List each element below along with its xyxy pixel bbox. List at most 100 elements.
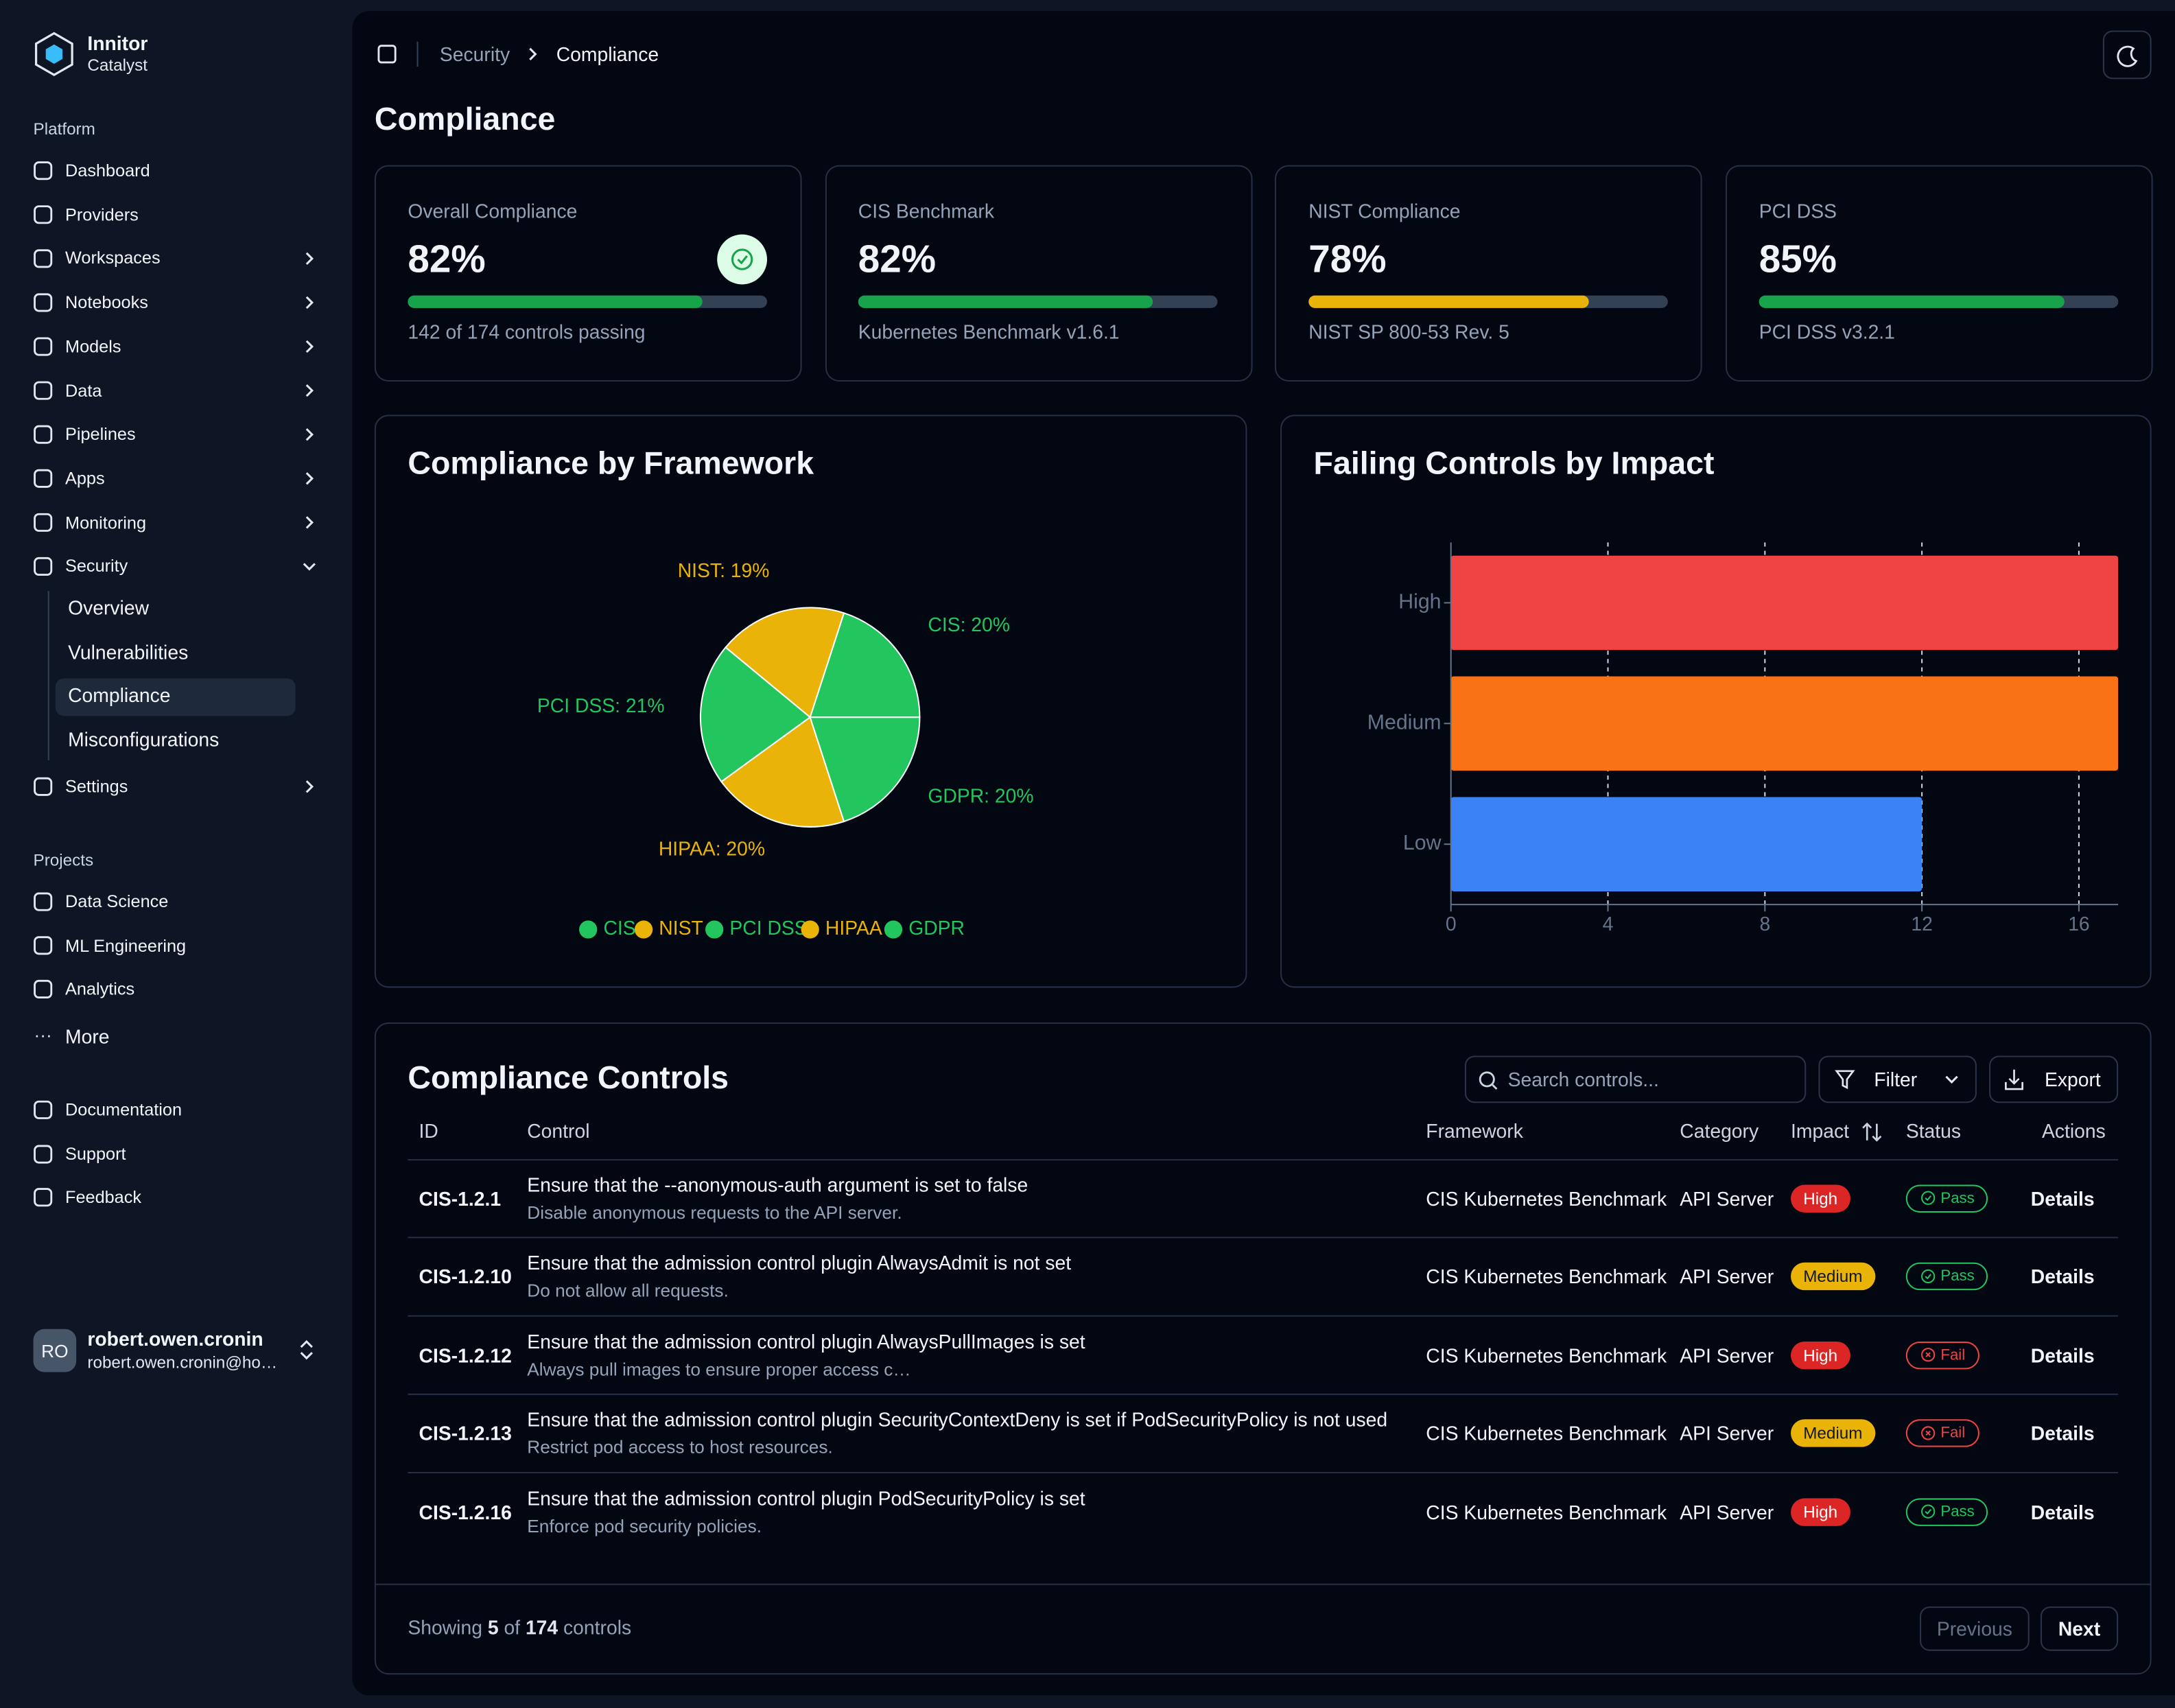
logo-core (45, 44, 62, 64)
user-name[interactable]: robert.owen.cronin (87, 1327, 263, 1350)
status-badge: Fail (1905, 1340, 1979, 1369)
footer-link[interactable]: Support (65, 1144, 126, 1165)
stat-note: 142 of 174 controls passing (408, 320, 646, 343)
status-badge: Pass (1905, 1497, 1989, 1525)
control-description: Always pull images to ensure proper acce… (527, 1358, 911, 1379)
nav-icon (34, 249, 53, 268)
next-button[interactable] (2040, 1606, 2119, 1651)
details-link[interactable]: Details (2030, 1186, 2095, 1209)
control-name: Ensure that the admission control plugin… (527, 1329, 1085, 1353)
status-badge: Pass (1905, 1262, 1989, 1291)
control-id: CIS-1.2.12 (419, 1344, 512, 1366)
nav-icon (34, 777, 53, 796)
sub-nav-item[interactable]: Vulnerabilities (68, 640, 189, 663)
nav-item[interactable]: Dashboard (65, 161, 150, 180)
column-header[interactable]: Impact (1791, 1119, 1849, 1142)
stat-value: 78% (1308, 237, 1387, 281)
nav-icon (34, 293, 53, 312)
chevron (305, 780, 314, 793)
nav-item[interactable]: Settings (65, 777, 128, 797)
nav-icon (34, 1188, 53, 1207)
stat-value: 85% (1759, 237, 1837, 281)
impact-badge: High (1791, 1184, 1850, 1212)
footer-text: 174 (525, 1616, 559, 1639)
details-link[interactable]: Details (2030, 1422, 2095, 1444)
column-header: Actions (2041, 1119, 2106, 1142)
impact-badge: High (1791, 1497, 1850, 1525)
sub-nav-item[interactable]: Compliance (68, 684, 171, 707)
nav-item[interactable]: Notebooks (65, 292, 148, 313)
sub-nav-item[interactable]: Overview (68, 596, 150, 619)
control-description: Restrict pod access to host resources. (527, 1436, 833, 1458)
stat-card (1726, 165, 2153, 382)
breadcrumb-current: Compliance (556, 43, 659, 66)
footer-text: 5 (487, 1616, 499, 1639)
project-item[interactable]: Data Science (65, 891, 169, 912)
nav-item[interactable]: Pipelines (65, 425, 136, 445)
nav-icon (34, 1100, 53, 1119)
theme-toggle[interactable] (2102, 30, 2152, 80)
nav-icon (34, 979, 53, 999)
nav-item[interactable]: Data (65, 380, 102, 401)
logo (34, 32, 73, 77)
footer-text: of (504, 1616, 521, 1639)
next-label[interactable]: Next (2058, 1617, 2101, 1640)
stat-note: Kubernetes Benchmark v1.6.1 (858, 320, 1120, 343)
search-placeholder: Search controls... (1507, 1068, 1659, 1091)
footer-text: controls (563, 1616, 632, 1639)
category: API Server (1680, 1422, 1774, 1444)
sub-nav-item[interactable]: Misconfigurations (68, 728, 220, 751)
impact-badge: Medium (1791, 1419, 1875, 1447)
details-link[interactable]: Details (2030, 1265, 2095, 1288)
stat-label: CIS Benchmark (858, 200, 995, 222)
control-name: Ensure that the admission control plugin… (527, 1251, 1072, 1274)
chevron (300, 1340, 313, 1348)
nav-item[interactable]: Models (65, 336, 121, 357)
control-name: Ensure that the admission control plugin… (527, 1486, 1085, 1509)
nav-item[interactable]: Workspaces (65, 248, 161, 268)
filter-label: Filter (1874, 1068, 1918, 1091)
details-link[interactable]: Details (2030, 1344, 2095, 1366)
brand-name: Innitor (87, 32, 148, 54)
category: API Server (1680, 1265, 1774, 1288)
category: API Server (1680, 1344, 1774, 1366)
footer-link[interactable]: Documentation (65, 1100, 183, 1120)
chevron (305, 384, 314, 397)
breadcrumb-item[interactable]: Security (439, 43, 510, 66)
section-heading: Platform (33, 119, 95, 139)
search-box[interactable] (1464, 1055, 1807, 1103)
category: API Server (1680, 1500, 1774, 1523)
nav-icon (34, 205, 53, 224)
project-item[interactable]: Analytics (65, 979, 135, 999)
active-highlight (55, 678, 296, 716)
nav-item[interactable]: Monitoring (65, 513, 147, 533)
column-header: Control (527, 1119, 590, 1142)
stat-value: 82% (858, 237, 937, 281)
impact-badge: Medium (1791, 1262, 1875, 1291)
stat-note: PCI DSS v3.2.1 (1759, 320, 1895, 343)
nav-icon (34, 1145, 53, 1164)
chevron (305, 472, 314, 485)
user-email: robert.owen.cronin@ho… (87, 1353, 278, 1372)
footer-link[interactable]: Feedback (65, 1187, 142, 1207)
details-link[interactable]: Details (2030, 1500, 2095, 1523)
nav-item[interactable]: Security (65, 557, 128, 576)
control-name: Ensure that the --anonymous-auth argumen… (527, 1173, 1028, 1195)
control-description: Enforce pod security policies. (527, 1514, 762, 1536)
project-item[interactable]: ML Engineering (65, 935, 187, 955)
more-icon: ··· (34, 1025, 52, 1045)
project-item[interactable]: More (65, 1025, 110, 1048)
chart-title: Failing Controls by Impact (1313, 444, 1715, 481)
chevron (305, 296, 314, 309)
control-id: CIS-1.2.16 (419, 1500, 512, 1523)
control-id: CIS-1.2.13 (419, 1422, 512, 1444)
previous-button[interactable] (1920, 1606, 2030, 1651)
export-label: Export (2044, 1068, 2101, 1091)
nav-item[interactable]: Providers (65, 204, 139, 224)
framework: CIS Kubernetes Benchmark (1426, 1265, 1667, 1288)
nav-item[interactable]: Apps (65, 469, 105, 489)
stat-note: NIST SP 800-53 Rev. 5 (1308, 320, 1509, 343)
footer-text: Showing (408, 1616, 482, 1639)
chevron (300, 1352, 313, 1360)
